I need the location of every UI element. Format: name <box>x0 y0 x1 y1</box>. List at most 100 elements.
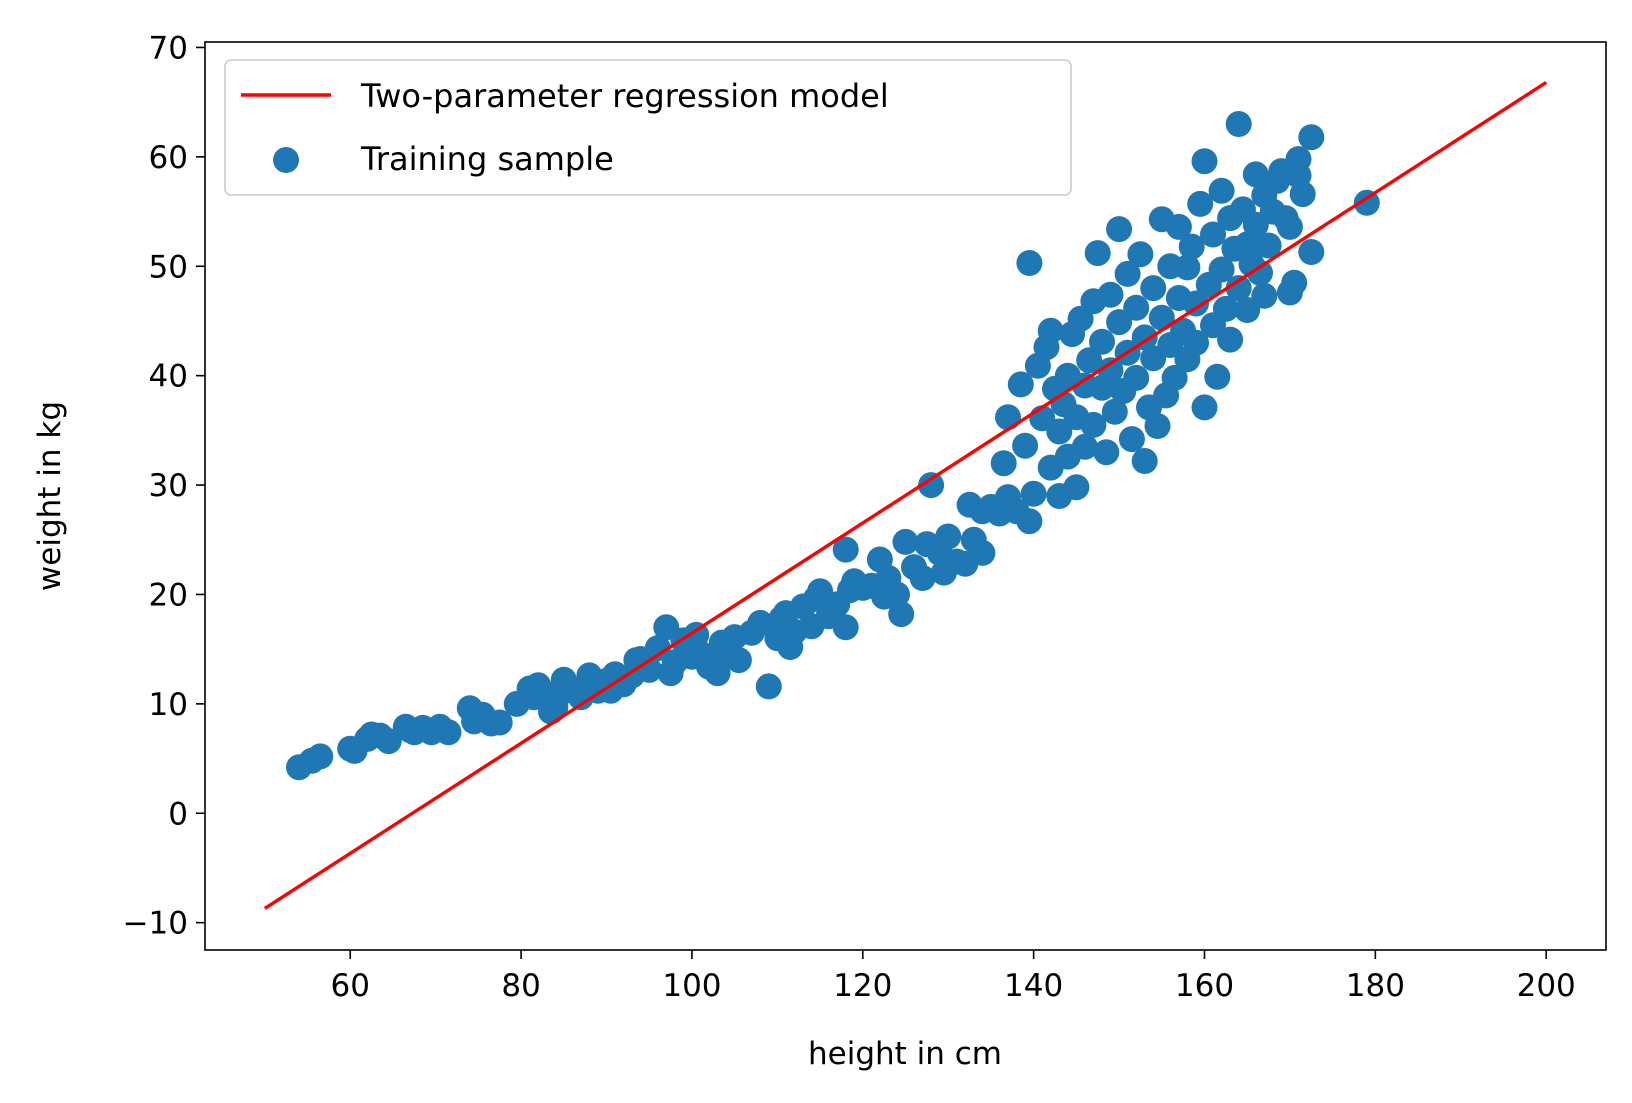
training-sample-point <box>1276 213 1303 240</box>
x-axis-label: height in cm <box>808 1036 1002 1072</box>
training-sample-point <box>307 743 334 770</box>
axes-layer: 60 80 100 120 140 160 180 200 −10 0 10 20 30 40 50 60 70 <box>123 30 1607 1004</box>
training-sample-point <box>644 635 671 662</box>
training-sample-point <box>1212 295 1239 322</box>
training-sample-point <box>1123 364 1150 391</box>
training-sample-point <box>1208 256 1235 283</box>
legend-label-training: Training sample <box>360 140 614 178</box>
training-sample-point <box>1127 241 1154 268</box>
training-sample-point <box>1251 282 1278 309</box>
training-sample-point <box>990 450 1017 477</box>
training-sample-point <box>1234 297 1261 323</box>
training-sample-point <box>1204 363 1231 390</box>
legend-label-regression: Two-parameter regression model <box>360 77 889 115</box>
training-sample-point <box>1200 221 1226 248</box>
training-sample-point <box>1046 418 1073 445</box>
training-sample-point <box>725 647 752 674</box>
training-sample-point <box>1255 232 1282 259</box>
training-sample-point <box>1118 426 1145 453</box>
training-sample-point <box>1174 254 1201 281</box>
axes-frame <box>204 41 1607 951</box>
training-sample-point <box>1144 413 1171 439</box>
training-sample-point <box>832 536 859 563</box>
training-sample-point <box>1225 275 1252 302</box>
training-sample-point <box>1191 394 1218 421</box>
x-tick-label: 80 <box>501 968 540 1004</box>
training-sample-point <box>1089 328 1115 355</box>
training-sample-point <box>486 709 513 736</box>
training-sample-point <box>1076 347 1103 374</box>
training-sample-point <box>1247 259 1273 286</box>
legend-box <box>224 59 1072 196</box>
y-axis-label: weight in kg <box>32 401 68 591</box>
training-sample-point <box>1178 233 1205 260</box>
training-sample-point <box>1187 190 1214 217</box>
x-tick-label: 140 <box>1004 968 1063 1004</box>
training-sample-point <box>1016 508 1043 535</box>
training-sample-point <box>1298 239 1325 265</box>
training-sample-point <box>1106 216 1133 243</box>
training-sample-point <box>1234 231 1261 258</box>
training-sample-point <box>1097 357 1124 384</box>
training-sample-point <box>888 601 915 628</box>
x-tick-label: 120 <box>833 968 892 1004</box>
y-tick-label: 20 <box>149 577 188 613</box>
plot-marks-group <box>263 81 1548 910</box>
training-sample-point <box>1063 474 1090 501</box>
x-tick-label: 60 <box>330 968 369 1004</box>
training-sample-point <box>1084 240 1111 267</box>
training-sample-point <box>755 673 782 700</box>
training-sample-point <box>1097 281 1124 308</box>
training-sample-point <box>1080 411 1107 438</box>
training-sample-point <box>1101 398 1128 425</box>
training-sample-point <box>1114 260 1141 287</box>
legend: Two-parameter regression model Training s… <box>224 59 1072 196</box>
y-tick-label: 10 <box>149 687 188 723</box>
y-tick-label: 0 <box>168 796 188 832</box>
y-tick-label: 40 <box>149 359 188 395</box>
training-sample-point <box>1208 177 1235 204</box>
training-sample-point <box>1281 269 1308 296</box>
training-sample-point <box>1106 309 1133 336</box>
training-sample-point <box>1016 250 1043 276</box>
training-sample-point <box>884 581 910 608</box>
training-sample-point <box>1123 294 1150 321</box>
training-sample-point <box>1071 433 1098 460</box>
training-sample-point <box>1012 432 1039 459</box>
training-sample-point <box>1165 213 1192 240</box>
training-sample-point <box>1037 317 1064 344</box>
x-tick-label: 180 <box>1346 968 1405 1004</box>
training-sample-point <box>1183 329 1209 356</box>
training-sample-point <box>1298 124 1325 151</box>
training-sample-point <box>935 523 962 550</box>
training-sample-point <box>435 719 462 746</box>
training-sample-point <box>1161 364 1188 391</box>
training-sample-point <box>1007 371 1034 398</box>
training-sample-point <box>995 404 1021 431</box>
x-tick-label: 200 <box>1517 968 1576 1004</box>
training-sample-point <box>969 539 996 566</box>
training-sample-point <box>1242 161 1269 188</box>
y-tick-label: 60 <box>149 140 188 176</box>
training-sample-point <box>747 609 774 636</box>
training-sample-point <box>375 728 402 755</box>
training-sample-point <box>1140 275 1167 302</box>
y-tick-label: 30 <box>149 468 188 504</box>
training-sample-point <box>1191 148 1218 175</box>
training-sample-point <box>1225 111 1252 137</box>
x-tick-label: 160 <box>1175 968 1234 1004</box>
training-sample-point <box>1183 290 1209 317</box>
training-sample-point <box>832 614 859 641</box>
y-tick-label: −10 <box>123 906 188 942</box>
training-sample-point <box>909 565 936 591</box>
marks-layer <box>263 81 1548 910</box>
legend-point-swatch <box>273 147 299 173</box>
y-tick-label: 50 <box>149 249 188 285</box>
training-sample-point <box>1217 326 1244 353</box>
training-sample-point <box>1020 480 1047 507</box>
regression-line <box>263 81 1548 910</box>
training-sample-point <box>892 528 919 555</box>
training-sample-point <box>1289 181 1316 208</box>
